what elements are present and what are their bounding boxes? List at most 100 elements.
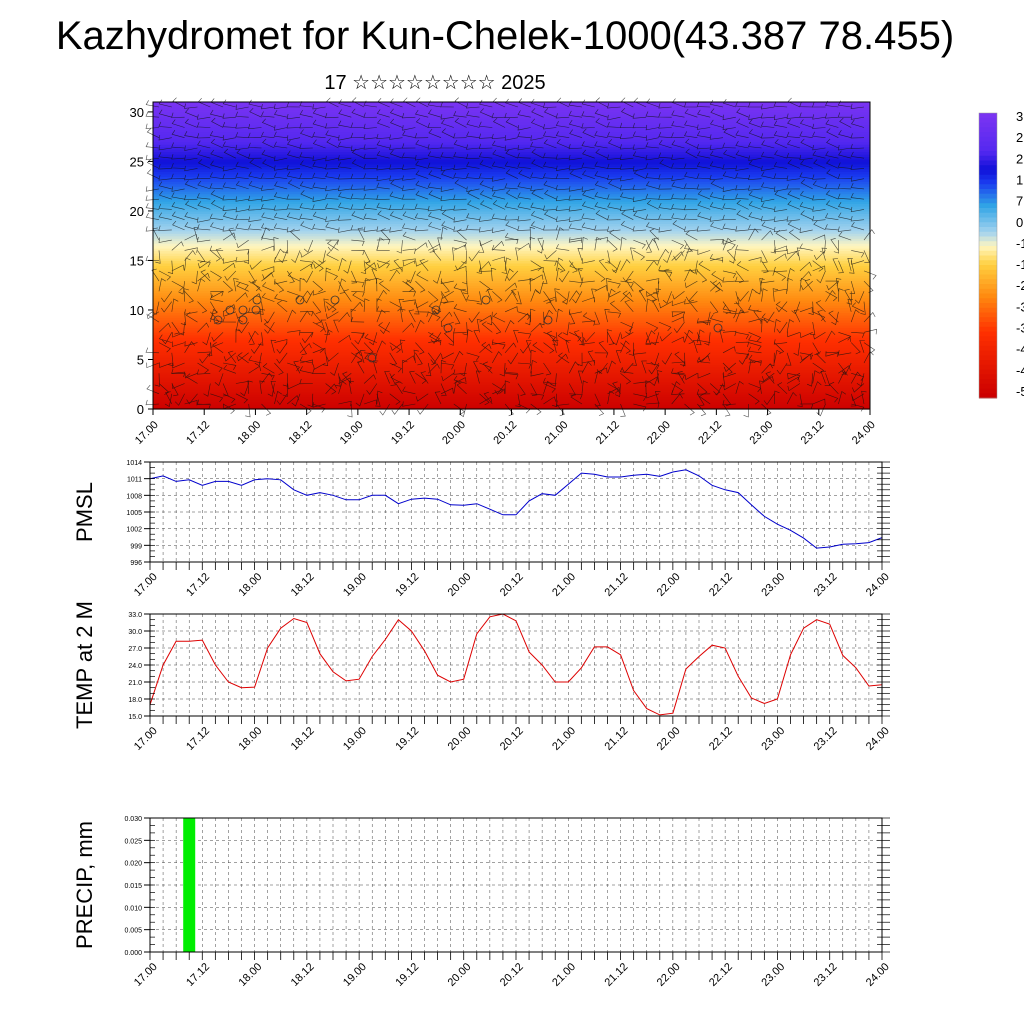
wind-barb [325,222,339,231]
wind-barb [684,269,698,275]
wind-barb [235,256,249,263]
temp-panel: 33.030.027.024.021.018.015.017.00 17.12 18… [72,601,892,753]
wind-barb [158,225,172,231]
wind-barb [799,190,813,200]
wind-barb [632,196,647,202]
colorbar-swatch [979,212,997,218]
wind-barb [812,215,826,222]
wind-barb [646,260,660,266]
heatmap-band [153,102,870,106]
wind-barb [171,173,185,179]
heatmap-band [153,369,870,373]
wind-barb [507,352,519,365]
wind-barb [307,393,314,408]
wind-barb [774,390,780,405]
wind-barb [761,202,775,210]
wind-barb [165,391,173,405]
wind-barb [197,150,211,159]
wind-barb [222,403,235,415]
wind-barb [466,131,480,138]
wind-barb [850,133,865,139]
wind-barb [158,152,172,159]
wind-barb [530,349,536,364]
wind-barb [338,257,347,271]
wind-barb [825,200,839,210]
wind-barb [312,108,326,118]
wind-barb [577,268,584,282]
wind-barb [787,383,801,392]
wind-barb [228,227,237,241]
wind-barb [568,223,583,231]
wind-barb [505,221,519,231]
colorbar-swatch [979,184,997,190]
wind-barb [466,119,480,128]
wind-barb [466,295,480,302]
wind-barb [276,352,288,364]
wind-barb [786,216,800,222]
wind-barb [492,200,506,210]
wind-barb [529,278,535,292]
wind-barb [787,200,801,210]
wind-barb [800,332,813,338]
wind-barb [671,213,685,220]
wind-barb [350,173,365,179]
heatmap-band [153,230,870,234]
wind-barb [364,354,378,364]
x-tick-label: 19.12 [389,419,417,447]
wind-barb [530,118,544,128]
calm-circle [225,305,235,315]
wind-barb [145,347,160,354]
wind-barb [817,309,826,323]
wind-barb [755,281,762,295]
wind-barb [825,351,839,357]
wind-barb [158,121,172,128]
heatmap-band [153,186,870,190]
wind-barb [375,393,381,407]
wind-barb [274,125,288,131]
x-tick-label: 20.00 [446,725,474,753]
wind-barb [376,390,383,405]
wind-barb [760,215,775,222]
wind-barb [427,205,442,212]
wind-barb [722,99,736,108]
wind-barb [145,226,160,232]
wind-barb [761,363,773,374]
wind-barb [582,190,595,200]
wind-barb [532,342,544,354]
wind-barb [402,355,415,364]
wind-barb [543,205,557,211]
wind-barb [262,270,275,280]
x-tick-label: 23.00 [747,419,775,447]
wind-barb [312,104,326,110]
wind-barb [696,144,711,150]
wind-barb [517,332,532,339]
wind-barb [159,362,172,368]
wind-barb [325,301,337,313]
wind-barb [357,227,365,241]
heatmap-band [153,203,870,207]
wind-barb [466,144,480,150]
wind-barb [270,339,277,353]
wind-barb [286,204,301,210]
wind-barb [774,253,787,261]
wind-barb [735,244,749,251]
wind-barb [273,103,288,110]
wind-barb [850,151,865,159]
y-tick-label: 33.0 [128,612,142,619]
y-tick-label: 25 [130,154,144,169]
wind-barb [658,103,672,109]
x-tick-label: 22.00 [655,571,683,599]
wind-barb [568,119,583,128]
wind-barb [838,260,844,274]
wind-barb [312,342,325,353]
wind-barb [671,336,685,343]
wind-barb [800,138,813,149]
wind-barb [735,165,749,171]
wind-barb [748,200,762,210]
wind-barb [282,240,289,254]
x-tick-label: 24.00 [864,571,892,599]
wind-barb [261,185,275,191]
wind-barb [684,131,698,138]
wind-barb [530,172,544,179]
wind-barb [325,172,339,179]
